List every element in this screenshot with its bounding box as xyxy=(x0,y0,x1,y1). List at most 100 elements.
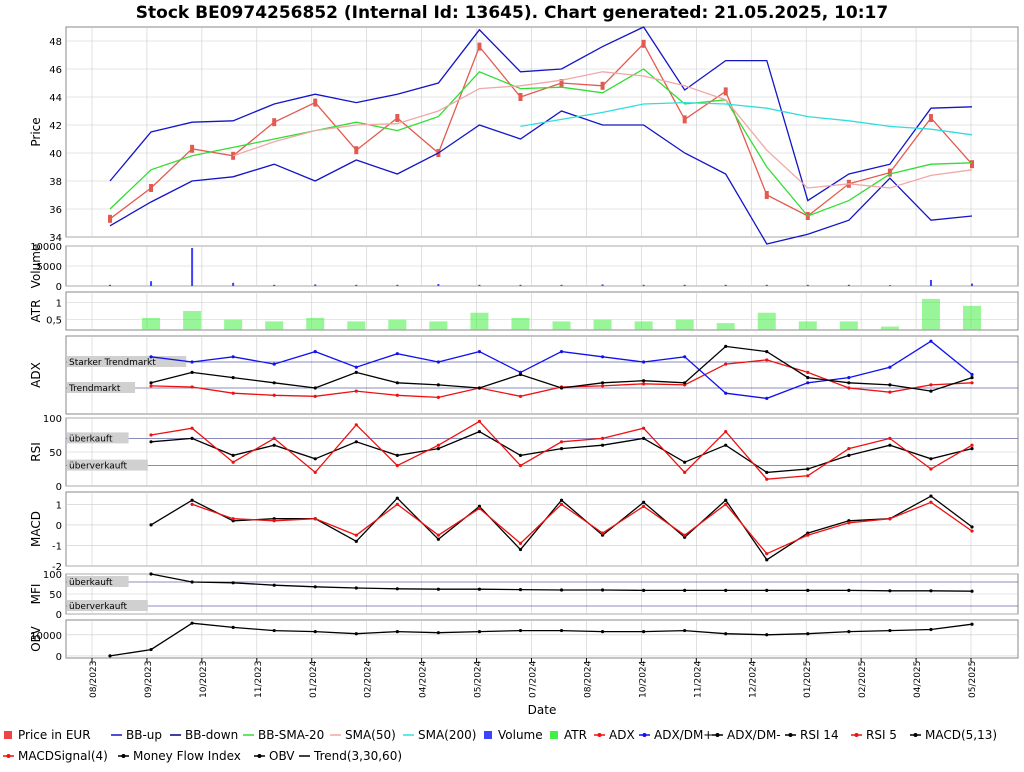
legend-item-price-in-eur: Price in EUR xyxy=(4,728,91,742)
series-adx-dm-point xyxy=(970,372,974,377)
series-adx-point xyxy=(518,394,523,398)
series-rsi-14-point xyxy=(272,443,276,447)
series-rsi-5-point xyxy=(683,470,687,474)
series-price-in-eur-point xyxy=(723,87,728,96)
series-adx-dm-point xyxy=(888,365,892,369)
series-macdsignal-4-point xyxy=(477,506,482,511)
series-rsi-5-point xyxy=(272,436,276,440)
series-adx-dm-point xyxy=(888,383,892,387)
series-adx-point xyxy=(231,391,235,395)
series-money-flow-index-point xyxy=(395,587,399,591)
series-macd-5-13-point xyxy=(724,498,728,502)
legend-item-macd-5-13: MACD(5,13) xyxy=(910,728,997,742)
series-obv-point xyxy=(559,628,564,633)
legend-marker-dot xyxy=(121,754,126,758)
series-adx-dm-point xyxy=(477,350,482,354)
series-rsi-14-point xyxy=(313,457,317,461)
series-volume-bar xyxy=(560,284,563,286)
legend-item-rsi-14: RSI 14 xyxy=(785,728,839,742)
series-macdsignal-4-point xyxy=(231,517,235,521)
series-macdsignal-4-point xyxy=(806,533,810,537)
series-adx-dm-point xyxy=(436,360,440,364)
series-volume-bar xyxy=(519,284,522,286)
legend-marker-dot xyxy=(257,754,262,758)
threshold-label: überverkauft xyxy=(69,602,128,612)
series-rsi-5-point xyxy=(642,426,646,430)
series-macd-5-13-point xyxy=(765,558,769,562)
series-adx-dm-point xyxy=(683,381,687,385)
series-rsi-5-point xyxy=(231,460,235,464)
series-macd-5-13-point xyxy=(395,496,399,500)
series-adx-dm-point xyxy=(559,350,564,354)
series-volume-bar xyxy=(273,284,276,286)
series-adx-point xyxy=(436,395,440,399)
series-adx-point xyxy=(724,362,728,366)
legend-item-trend-3-30-60: Trend(3,30,60) xyxy=(299,749,402,763)
series-adx-dm-point xyxy=(190,370,194,374)
series-rsi-5-point xyxy=(149,433,153,437)
series-volume-bar xyxy=(601,284,604,286)
series-obv-point xyxy=(970,622,974,626)
x-tick-label: 01/2025 xyxy=(803,661,813,698)
series-macdsignal-4-point xyxy=(190,502,194,506)
legend-item-adx-dm: ADX/DM+ xyxy=(639,728,713,742)
series-money-flow-index-point xyxy=(970,589,974,593)
series-money-flow-index-point xyxy=(313,585,317,589)
legend-item-atr: ATR xyxy=(550,728,587,742)
series-price-in-eur-point xyxy=(477,42,482,51)
series-adx-dm-point xyxy=(724,391,728,395)
series-money-flow-index-point xyxy=(642,588,646,593)
panel-price: 34 36 38 40 42 44 46 48 Price xyxy=(29,26,1019,245)
x-tick-label: 09/2023 xyxy=(144,661,154,698)
series-rsi-14-point xyxy=(642,436,646,440)
y-tick-label: 100 xyxy=(43,570,62,581)
series-adx-dm-point xyxy=(970,376,974,380)
legend-label: BB-SMA-20 xyxy=(258,728,324,742)
series-atr-bar xyxy=(675,319,694,330)
series-rsi-14-point xyxy=(559,447,564,451)
threshold-label: überkauft xyxy=(69,578,113,588)
panel-frame xyxy=(65,619,1019,659)
series-rsi-14-point xyxy=(600,443,605,447)
series-macdsignal-4-point xyxy=(600,531,605,535)
series-rsi-14-point xyxy=(149,440,153,444)
series-obv-point xyxy=(354,632,358,636)
series-obv-point xyxy=(436,631,440,635)
series-money-flow-index-point xyxy=(806,588,810,593)
series-volume-bar xyxy=(888,285,891,286)
series-obv-point xyxy=(190,621,194,625)
series-adx-point xyxy=(600,384,605,388)
y-axis-label: MFI xyxy=(29,584,43,605)
series-rsi-5-point xyxy=(395,464,399,468)
series-volume-bar xyxy=(396,284,399,286)
series-obv-point xyxy=(518,628,523,633)
series-rsi-14-point xyxy=(395,453,399,457)
series-adx-point xyxy=(847,386,851,390)
legend-label: SMA(50) xyxy=(345,728,396,742)
series-money-flow-index-point xyxy=(272,583,276,587)
series-atr-bar xyxy=(880,326,899,330)
series-rsi-5-point xyxy=(929,467,933,471)
legend-label: ADX/DM- xyxy=(727,728,781,742)
series-adx-dm-point xyxy=(847,376,851,380)
series-atr-bar xyxy=(347,321,366,330)
x-tick-label: 10/2023 xyxy=(199,661,209,698)
chart-panels: 3436384042444648Price0500010000Volume0,5… xyxy=(29,26,1019,663)
series-money-flow-index-point xyxy=(724,588,728,593)
threshold-label: überkauft xyxy=(69,434,113,444)
series-rsi-5-point xyxy=(806,474,810,478)
series-macdsignal-4-point xyxy=(313,517,317,521)
legend-marker-dot xyxy=(715,733,720,737)
y-tick-label: 10000 xyxy=(30,242,62,253)
series-obv-point xyxy=(313,630,317,634)
y-tick-label: 46 xyxy=(49,65,62,76)
legend-label: Volume xyxy=(498,728,543,742)
series-adx-dm-point xyxy=(149,355,153,359)
legend-label: BB-down xyxy=(185,728,238,742)
series-rsi-14-point xyxy=(354,440,358,444)
series-price-in-eur-point xyxy=(149,184,154,192)
legend-label: ADX xyxy=(609,728,635,742)
series-macd-5-13-point xyxy=(149,523,153,527)
